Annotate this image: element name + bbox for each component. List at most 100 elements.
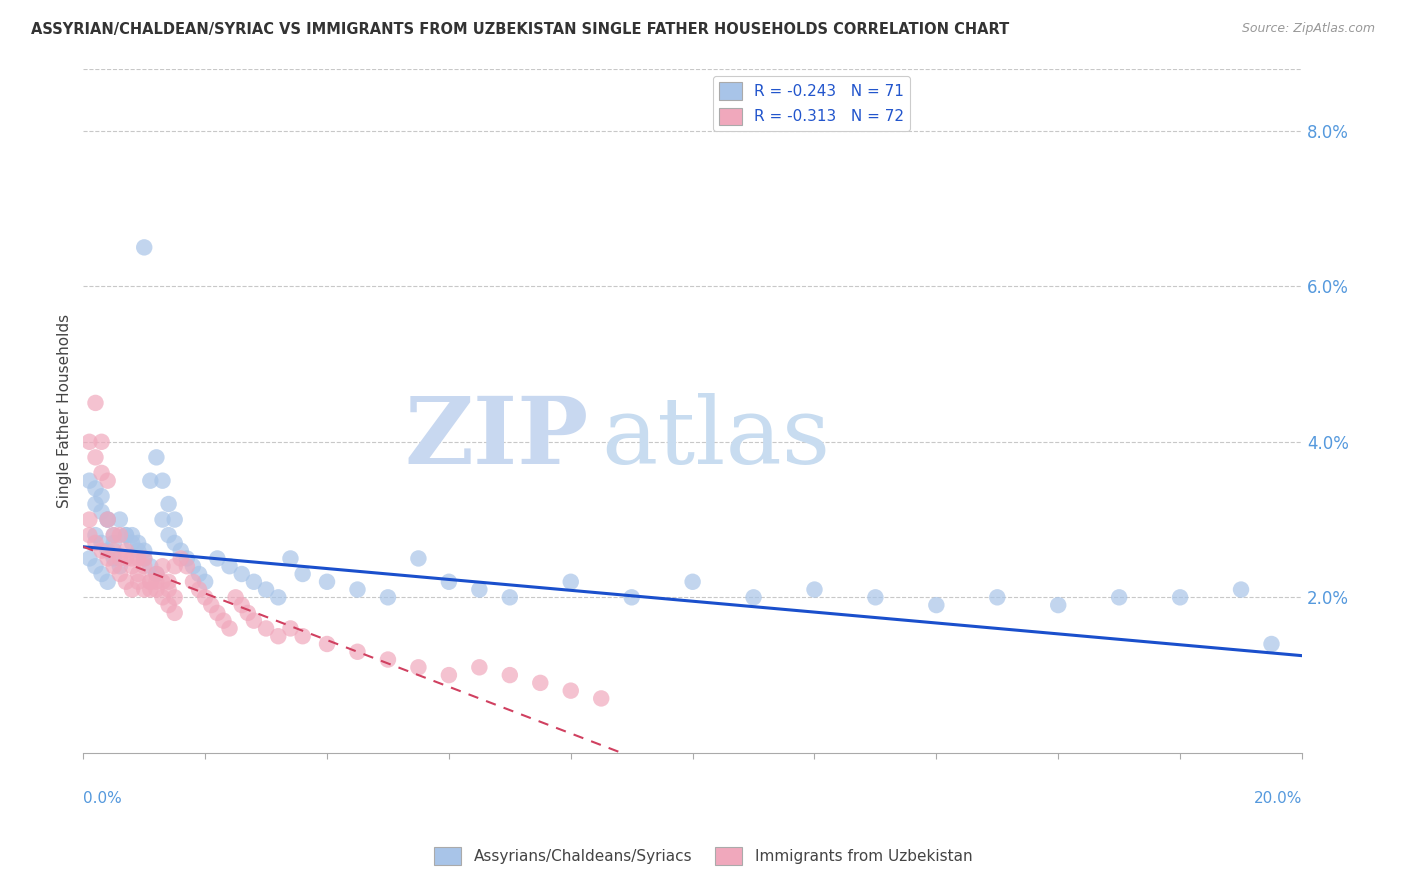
Point <box>103 551 125 566</box>
Point <box>79 528 101 542</box>
Point <box>243 614 266 628</box>
Point <box>218 622 240 636</box>
Point <box>176 559 198 574</box>
Legend: Assyrians/Chaldeans/Syriacs, Immigrants from Uzbekistan: Assyrians/Chaldeans/Syriacs, Immigrants … <box>427 841 979 871</box>
Point <box>134 240 156 254</box>
Point <box>377 591 399 605</box>
Point <box>267 591 290 605</box>
Point <box>90 566 112 581</box>
Point <box>152 591 174 605</box>
Point <box>1047 598 1070 612</box>
Y-axis label: Single Father Households: Single Father Households <box>58 314 72 508</box>
Point <box>291 566 314 581</box>
Point <box>236 606 259 620</box>
Point <box>139 559 162 574</box>
Point <box>231 566 253 581</box>
Point <box>163 536 186 550</box>
Point <box>115 551 138 566</box>
Text: atlas: atlas <box>602 393 831 483</box>
Point <box>134 551 156 566</box>
Point <box>181 574 204 589</box>
Point <box>90 536 112 550</box>
Point <box>134 582 156 597</box>
Point <box>231 598 253 612</box>
Point <box>207 606 229 620</box>
Point <box>84 396 107 410</box>
Point <box>103 528 125 542</box>
Point <box>79 551 101 566</box>
Text: ASSYRIAN/CHALDEAN/SYRIAC VS IMMIGRANTS FROM UZBEKISTAN SINGLE FATHER HOUSEHOLDS : ASSYRIAN/CHALDEAN/SYRIAC VS IMMIGRANTS F… <box>31 22 1010 37</box>
Point <box>115 528 138 542</box>
Point <box>108 528 131 542</box>
Point <box>200 598 222 612</box>
Text: 0.0%: 0.0% <box>83 790 122 805</box>
Text: 20.0%: 20.0% <box>1254 790 1302 805</box>
Point <box>163 606 186 620</box>
Point <box>121 559 143 574</box>
Point <box>139 582 162 597</box>
Point <box>84 482 107 496</box>
Text: Source: ZipAtlas.com: Source: ZipAtlas.com <box>1241 22 1375 36</box>
Point <box>84 450 107 465</box>
Point <box>163 591 186 605</box>
Point <box>97 574 120 589</box>
Point <box>127 566 149 581</box>
Point <box>157 528 180 542</box>
Point <box>79 512 101 526</box>
Legend: R = -0.243   N = 71, R = -0.313   N = 72: R = -0.243 N = 71, R = -0.313 N = 72 <box>713 76 911 131</box>
Point <box>291 629 314 643</box>
Point <box>97 512 120 526</box>
Point <box>127 536 149 550</box>
Point <box>145 574 167 589</box>
Point <box>152 574 174 589</box>
Point <box>986 591 1008 605</box>
Point <box>157 598 180 612</box>
Point <box>127 543 149 558</box>
Point <box>90 466 112 480</box>
Point <box>115 543 138 558</box>
Point <box>90 543 112 558</box>
Point <box>157 574 180 589</box>
Point <box>108 566 131 581</box>
Point <box>1168 591 1191 605</box>
Point <box>560 683 582 698</box>
Point <box>163 559 186 574</box>
Point <box>280 622 302 636</box>
Point <box>1108 591 1130 605</box>
Point <box>115 528 138 542</box>
Point <box>84 559 107 574</box>
Point <box>188 582 211 597</box>
Point <box>682 574 704 589</box>
Point <box>803 582 825 597</box>
Point <box>103 559 125 574</box>
Point <box>97 512 120 526</box>
Point <box>620 591 643 605</box>
Point <box>170 543 193 558</box>
Point <box>97 551 120 566</box>
Point <box>225 591 247 605</box>
Point <box>218 559 240 574</box>
Point <box>84 536 107 550</box>
Point <box>79 474 101 488</box>
Point <box>152 559 174 574</box>
Point <box>377 652 399 666</box>
Point <box>134 559 156 574</box>
Point <box>145 582 167 597</box>
Point <box>316 574 339 589</box>
Point <box>90 505 112 519</box>
Point <box>499 591 522 605</box>
Point <box>560 574 582 589</box>
Point <box>254 582 277 597</box>
Point <box>108 512 131 526</box>
Point <box>127 551 149 566</box>
Point <box>408 660 430 674</box>
Point <box>194 591 217 605</box>
Point <box>103 528 125 542</box>
Point <box>170 551 193 566</box>
Point <box>108 551 131 566</box>
Point <box>97 512 120 526</box>
Point <box>437 574 460 589</box>
Point <box>280 551 302 566</box>
Point <box>207 551 229 566</box>
Point <box>346 645 368 659</box>
